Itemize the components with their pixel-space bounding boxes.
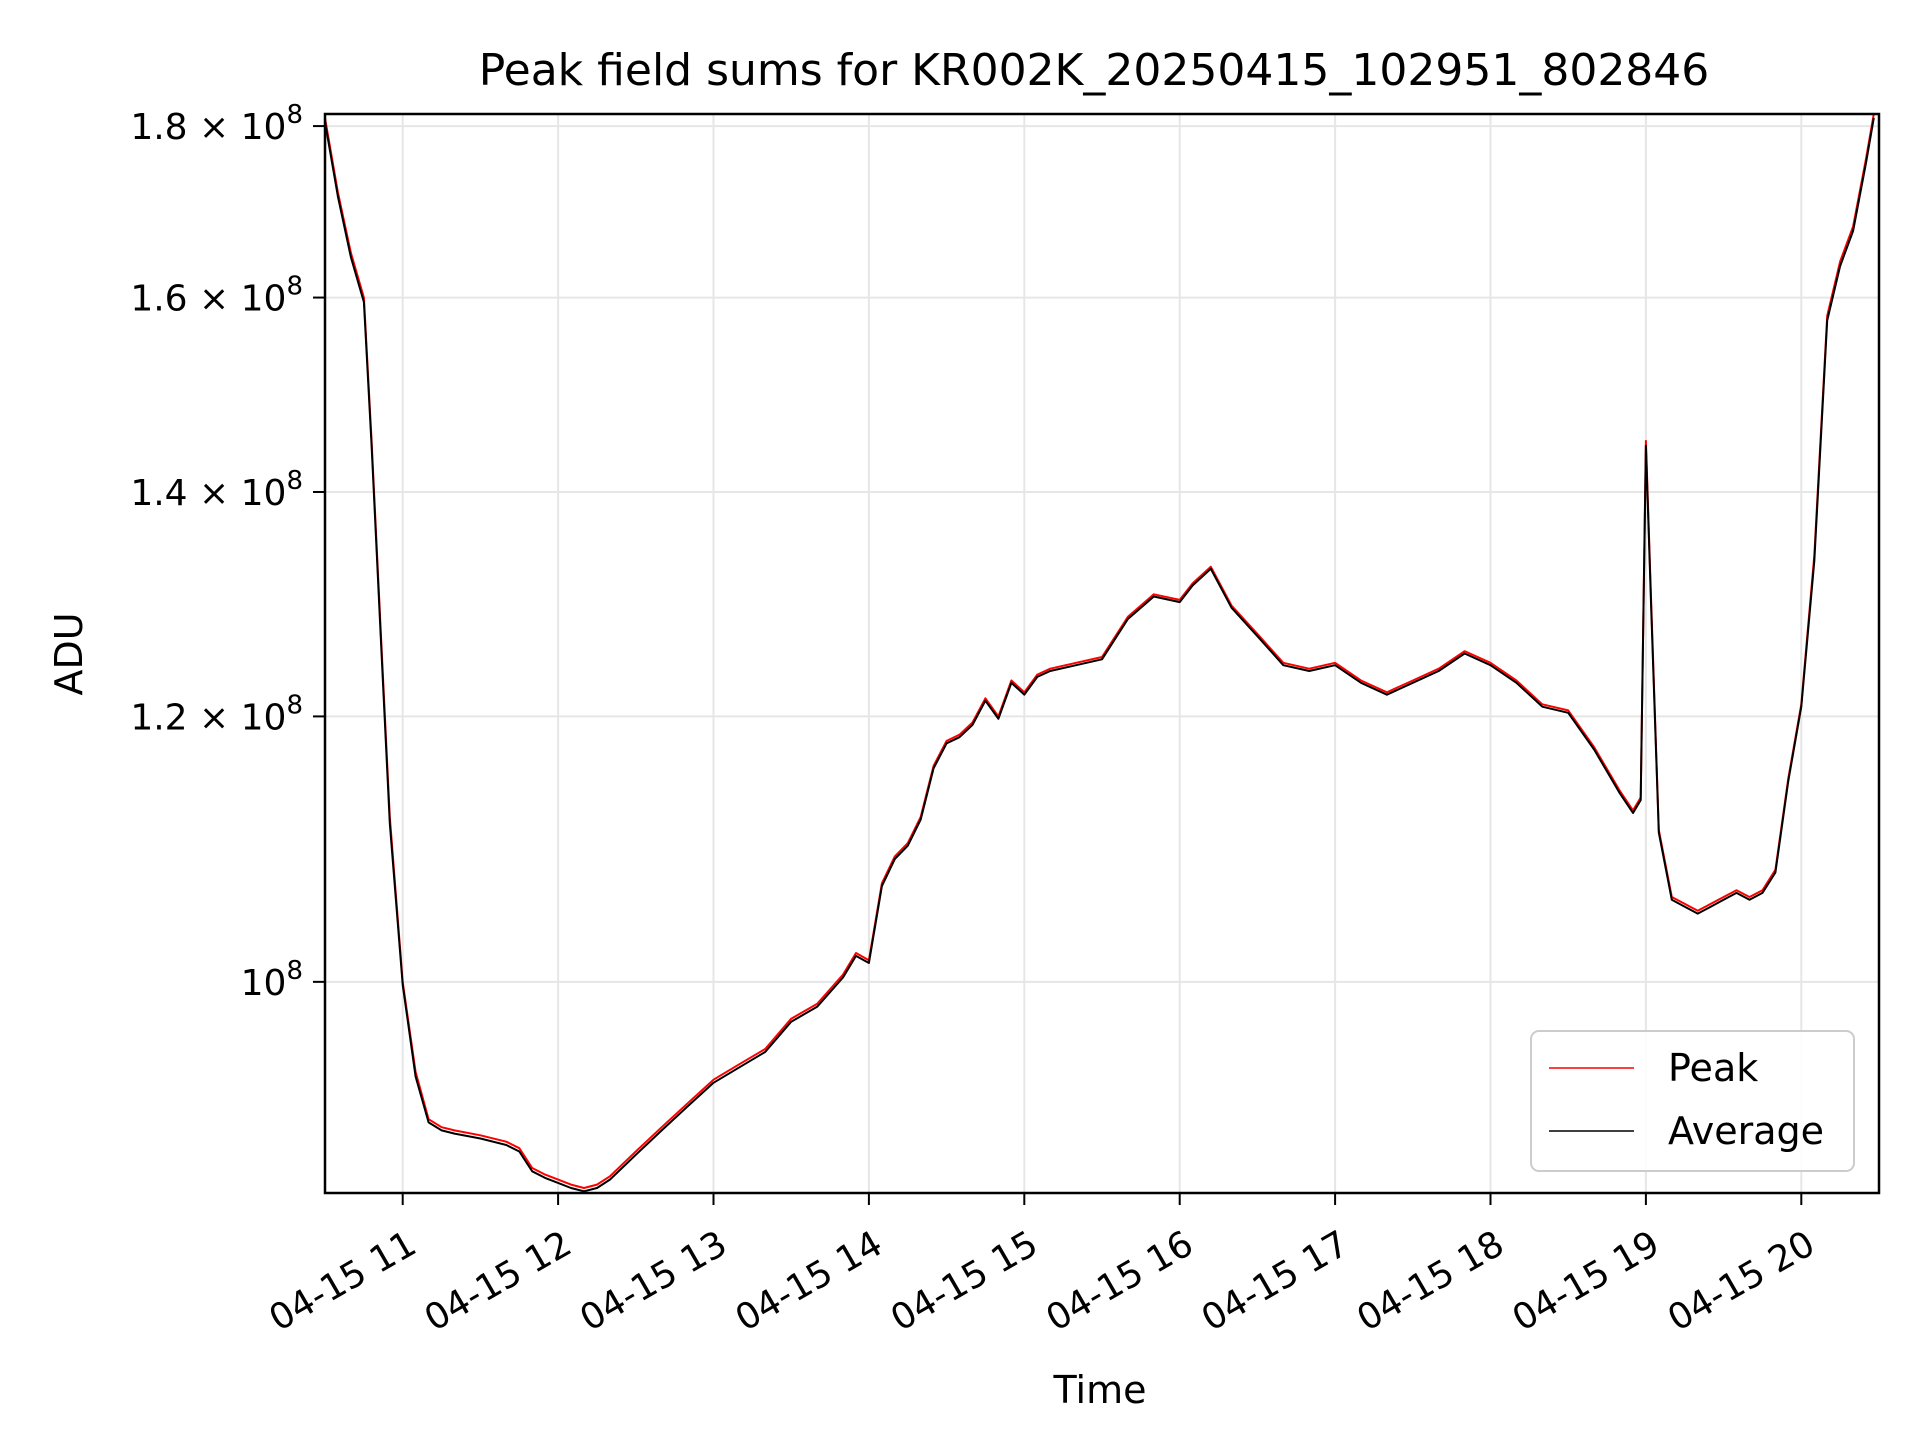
x-tick-label: 04-15 11 <box>263 1223 424 1339</box>
series-peak-line <box>324 113 1875 1189</box>
x-axis-label: Time <box>1053 1368 1147 1412</box>
series-lines <box>324 113 1875 1193</box>
x-tick-label: 04-15 19 <box>1506 1223 1667 1339</box>
chart-title: Peak field sums for KR002K_20250415_1029… <box>479 45 1710 96</box>
x-tick-label: 04-15 12 <box>418 1223 579 1339</box>
legend: Peak Average <box>1530 1030 1855 1172</box>
y-axis-ticks: 108 1.2 × 108 1.4 × 108 1.6 × 108 1.8 × 108 <box>130 100 325 1004</box>
y-tick-label: 108 <box>241 956 303 1004</box>
x-tick-label: 04-15 18 <box>1350 1223 1511 1339</box>
x-tick-label: 04-15 16 <box>1040 1223 1201 1339</box>
y-axis-label: ADU <box>47 612 91 695</box>
x-tick-label: 04-15 20 <box>1661 1223 1822 1339</box>
series-average-line <box>324 117 1875 1193</box>
grid-lines <box>325 114 1879 1193</box>
legend-average-label: Average <box>1668 1109 1824 1153</box>
y-tick-label: 1.2 × 108 <box>130 690 303 738</box>
x-tick-label: 04-15 17 <box>1195 1223 1356 1339</box>
y-tick-label: 1.4 × 108 <box>130 466 303 514</box>
x-tick-label: 04-15 14 <box>729 1223 890 1339</box>
legend-frame <box>1530 1030 1855 1172</box>
y-tick-label: 1.8 × 108 <box>130 100 303 148</box>
x-tick-label: 04-15 15 <box>884 1223 1045 1339</box>
x-tick-label: 04-15 13 <box>573 1223 734 1339</box>
y-tick-label: 1.6 × 108 <box>130 272 303 320</box>
legend-peak-label: Peak <box>1668 1046 1758 1090</box>
plot-area-frame <box>323 112 1881 1195</box>
